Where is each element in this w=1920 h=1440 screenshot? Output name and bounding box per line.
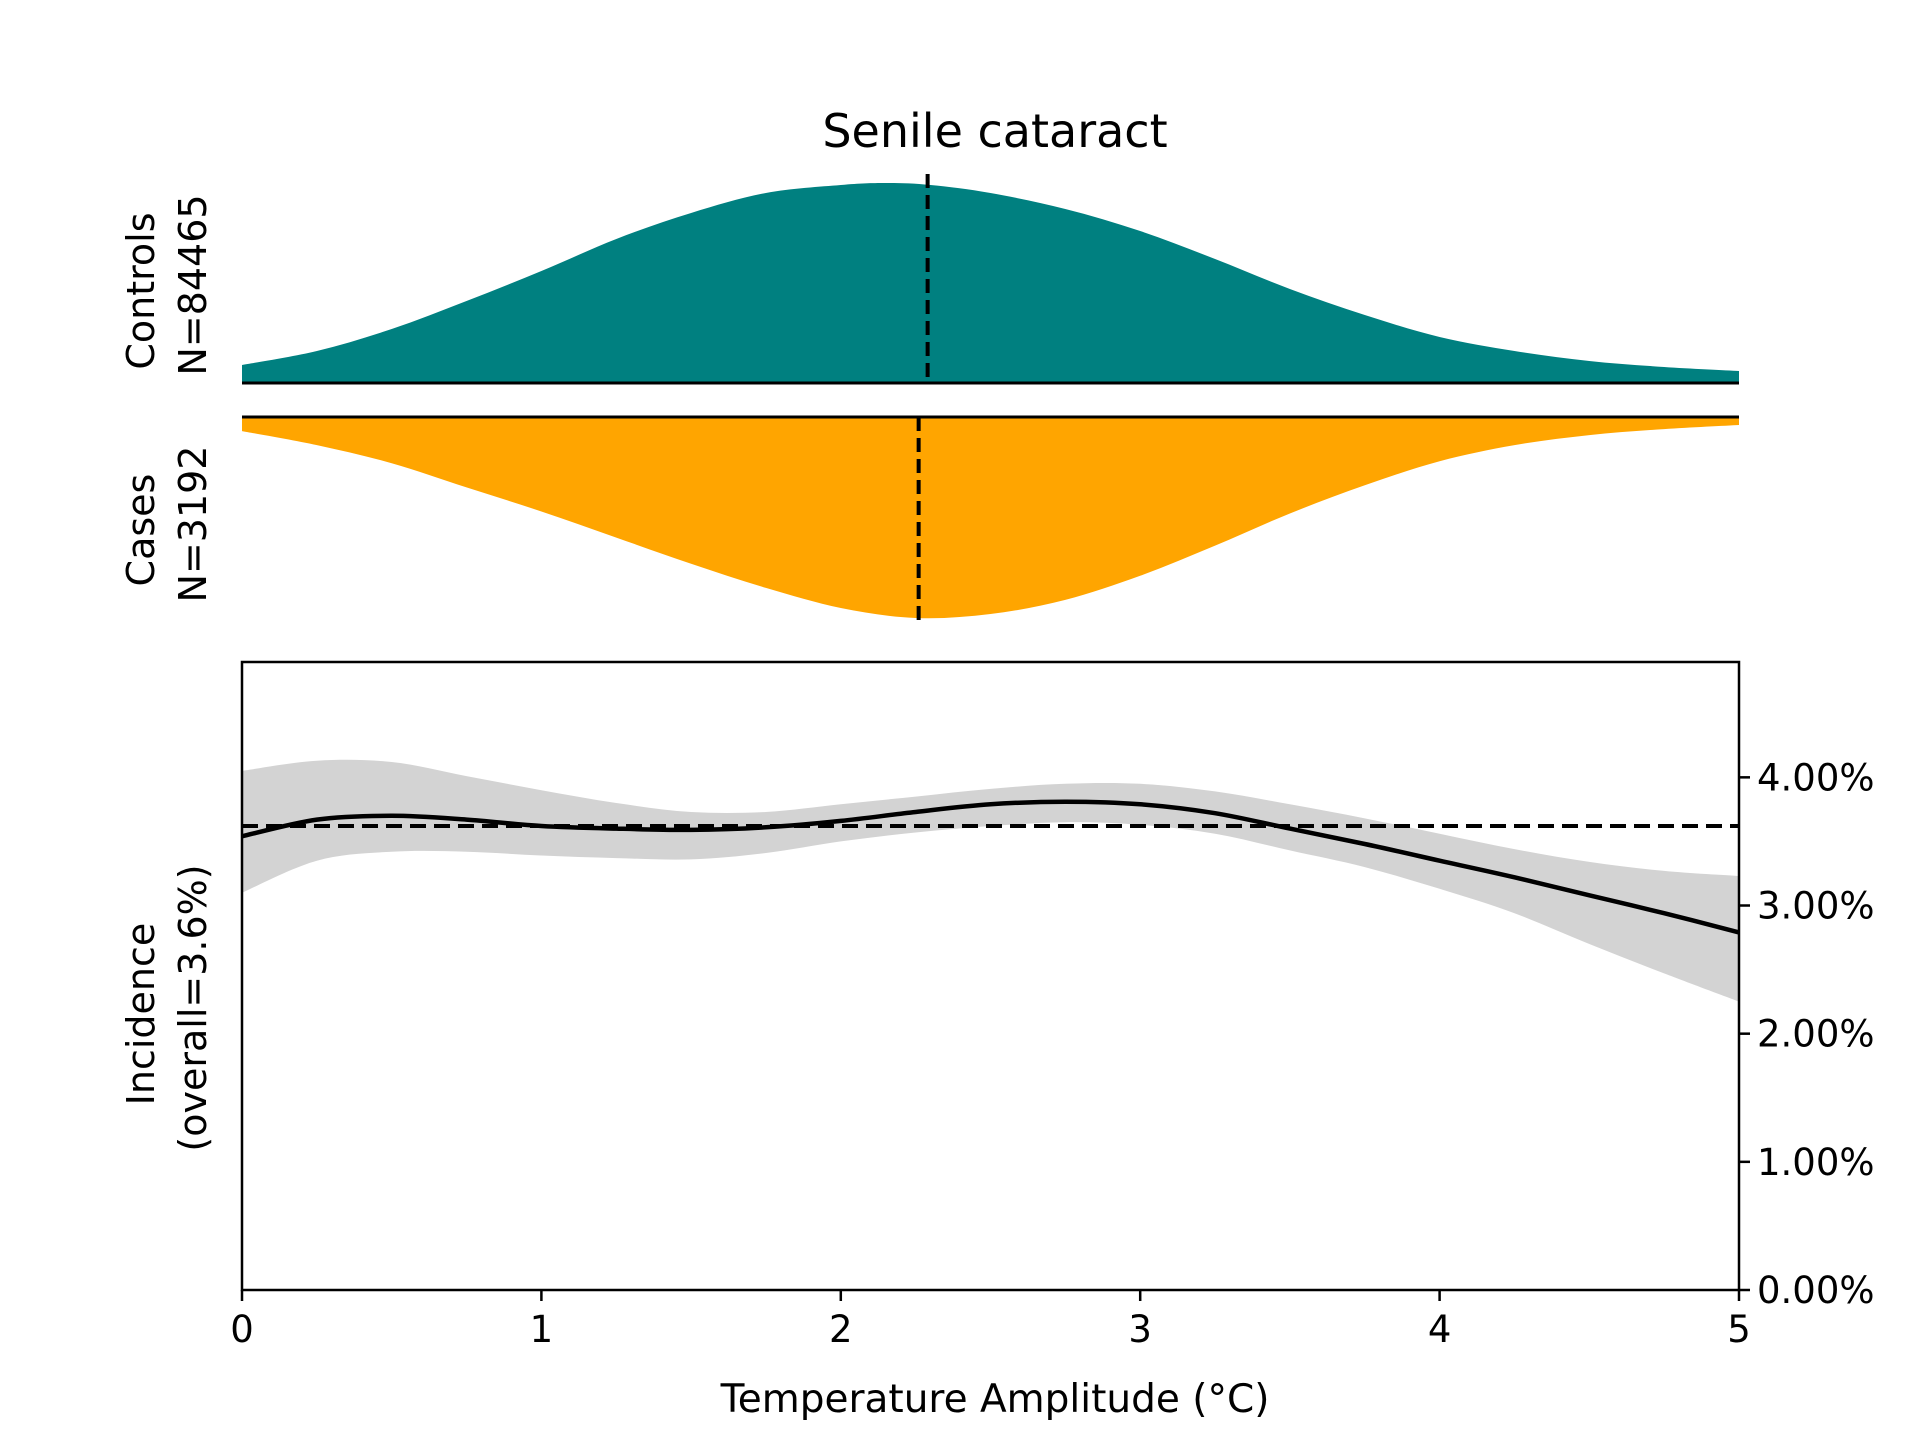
y-tick-label: 1.00% [1757, 1141, 1875, 1184]
chart-title: Senile cataract [822, 104, 1167, 158]
x-tick-label: 3 [1128, 1308, 1152, 1351]
y-tick-label: 2.00% [1757, 1013, 1875, 1056]
controls-panel: Controls N=84465 [119, 174, 1739, 385]
controls-label-name: Controls [119, 212, 163, 369]
x-axis-label: Temperature Amplitude (°C) [720, 1377, 1270, 1422]
cases-density-area [242, 417, 1739, 619]
x-tick-label: 0 [230, 1308, 254, 1351]
controls-label: Controls N=84465 [119, 194, 215, 375]
incidence-confidence-band [242, 759, 1739, 1002]
x-axis-ticks: 0 1 2 3 4 5 [230, 1290, 1751, 1351]
y-axis-ticks: 0.00% 1.00% 2.00% 3.00% 4.00% [1739, 756, 1875, 1312]
controls-label-count: N=84465 [171, 194, 215, 375]
x-tick-label: 2 [829, 1308, 853, 1351]
incidence-ylabel-line1: Incidence [119, 923, 163, 1106]
x-tick-label: 1 [530, 1308, 554, 1351]
incidence-plot-frame [240, 660, 1741, 1292]
cases-label-count: N=3192 [171, 446, 215, 603]
y-tick-label: 3.00% [1757, 885, 1875, 928]
cases-panel: Cases N=3192 [119, 415, 1739, 626]
cases-label-name: Cases [119, 474, 163, 587]
incidence-ylabel: Incidence (overall=3.6%) [119, 864, 215, 1151]
incidence-mean-line [241, 799, 1740, 935]
controls-density-area [242, 183, 1739, 383]
y-tick-label: 4.00% [1757, 756, 1875, 799]
incidence-panel: 0 1 2 3 4 5 0.00% 1.00% 2.00% 3.00% 4.00% Inciden… [119, 660, 1875, 1422]
incidence-ylabel-line2: (overall=3.6%) [171, 864, 215, 1151]
x-tick-label: 5 [1727, 1308, 1751, 1351]
y-tick-label: 0.00% [1757, 1269, 1875, 1312]
cases-label: Cases N=3192 [119, 446, 215, 603]
x-tick-label: 4 [1428, 1308, 1452, 1351]
